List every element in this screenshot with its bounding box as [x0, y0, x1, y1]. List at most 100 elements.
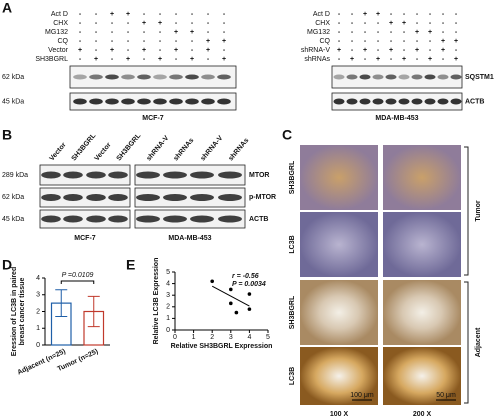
y-tick-label: 5 — [166, 269, 170, 276]
treatment-sign: - — [207, 11, 210, 18]
size-label: 45 kDa — [2, 216, 24, 223]
treatment-sign: - — [159, 29, 162, 36]
treatment-sign: + — [376, 56, 380, 63]
treatment-sign: + — [142, 20, 146, 27]
panel-label: A — [2, 0, 12, 16]
blot — [134, 209, 246, 229]
treatment-sign: + — [415, 29, 419, 36]
treatment-label: CQ — [58, 38, 69, 45]
band — [89, 98, 103, 105]
treatment-sign: - — [175, 38, 178, 45]
x-tick-label: 0 — [173, 334, 177, 341]
blot — [331, 65, 463, 89]
y-tick-label: 2 — [166, 304, 170, 311]
size-label: 289 kDa — [2, 172, 28, 179]
scale-label: 100 μm — [350, 392, 374, 399]
treatment-sign: - — [175, 11, 178, 18]
y-axis-label: breast cancer tissue — [19, 278, 26, 346]
treatment-sign: - — [429, 38, 432, 45]
y-tick-label: 3 — [166, 292, 170, 299]
band — [105, 98, 119, 105]
treatment-sign: - — [377, 47, 380, 54]
treatment-sign: + — [454, 38, 458, 45]
band — [41, 194, 61, 201]
blot — [39, 164, 131, 186]
point — [247, 292, 252, 296]
y-axis-label: Relative LC3B Expression — [153, 258, 160, 345]
treatment-sign: - — [111, 38, 114, 45]
treatment-sign: - — [143, 11, 146, 18]
treatment-sign: + — [415, 47, 419, 54]
treatment-sign: - — [191, 38, 194, 45]
treatment-sign: - — [390, 38, 393, 45]
lane-label: Vector — [49, 141, 68, 162]
band — [190, 194, 214, 201]
band — [217, 98, 231, 105]
blot — [69, 92, 237, 111]
treatment-sign: - — [377, 29, 380, 36]
treatment-sign: - — [416, 11, 419, 18]
treatment-sign: - — [175, 20, 178, 27]
band — [218, 171, 242, 179]
y-tick-label: 3 — [36, 292, 40, 299]
treatment-sign: - — [416, 56, 419, 63]
y-tick-label: 2 — [36, 308, 40, 315]
band — [217, 74, 231, 80]
error-bar — [55, 289, 68, 318]
treatment-sign: - — [191, 20, 194, 27]
treatment-sign: - — [338, 56, 341, 63]
protein-label: ACTB — [465, 98, 484, 105]
band — [137, 74, 151, 80]
treatment-sign: + — [389, 20, 393, 27]
treatment-sign: - — [338, 11, 341, 18]
treatment-sign: - — [159, 47, 162, 54]
treatment-sign: - — [95, 29, 98, 36]
y-tick-label: 1 — [36, 325, 40, 332]
treatment-sign: - — [191, 11, 194, 18]
treatment-sign: + — [78, 47, 82, 54]
treatment-sign: + — [222, 56, 226, 63]
treatment-sign: + — [206, 47, 210, 54]
blot — [39, 209, 131, 229]
treatment-label: CHX — [315, 20, 330, 27]
treatment-sign: - — [351, 20, 354, 27]
blot — [331, 92, 463, 111]
treatment-sign: - — [79, 11, 82, 18]
y-axis-label: Eression of LC3B in paired — [11, 267, 18, 356]
treatment-sign: - — [377, 38, 380, 45]
ihc-image — [300, 145, 378, 210]
band — [411, 98, 423, 105]
treatment-sign: - — [223, 20, 226, 27]
treatment-sign: - — [455, 20, 458, 27]
band — [190, 215, 214, 223]
trend-line — [211, 285, 250, 307]
treatment-sign: - — [79, 38, 82, 45]
band — [333, 98, 345, 105]
treatment-sign: - — [351, 11, 354, 18]
treatment-sign: - — [159, 38, 162, 45]
treatment-sign: - — [442, 11, 445, 18]
treatment-sign: - — [364, 29, 367, 36]
band — [372, 74, 384, 80]
treatment-sign: + — [428, 56, 432, 63]
y-tick-label: 0 — [166, 327, 170, 334]
treatment-sign: - — [143, 29, 146, 36]
treatment-label: CQ — [320, 38, 331, 45]
point — [234, 310, 239, 315]
y-tick-label: 4 — [36, 275, 40, 282]
treatment-sign: + — [363, 11, 367, 18]
protein-label: ACTB — [249, 216, 268, 223]
treatment-sign: - — [159, 11, 162, 18]
band — [333, 74, 345, 80]
treatment-sign: - — [364, 20, 367, 27]
treatment-sign: - — [455, 47, 458, 54]
treatment-sign: - — [429, 11, 432, 18]
band — [153, 74, 167, 80]
protein-label: SQSTM1 — [465, 74, 494, 81]
ihc-image — [383, 212, 461, 277]
band — [73, 98, 87, 105]
treatment-sign: - — [416, 38, 419, 45]
treatment-sign: + — [337, 47, 341, 54]
treatment-sign: - — [338, 38, 341, 45]
band — [63, 215, 83, 223]
